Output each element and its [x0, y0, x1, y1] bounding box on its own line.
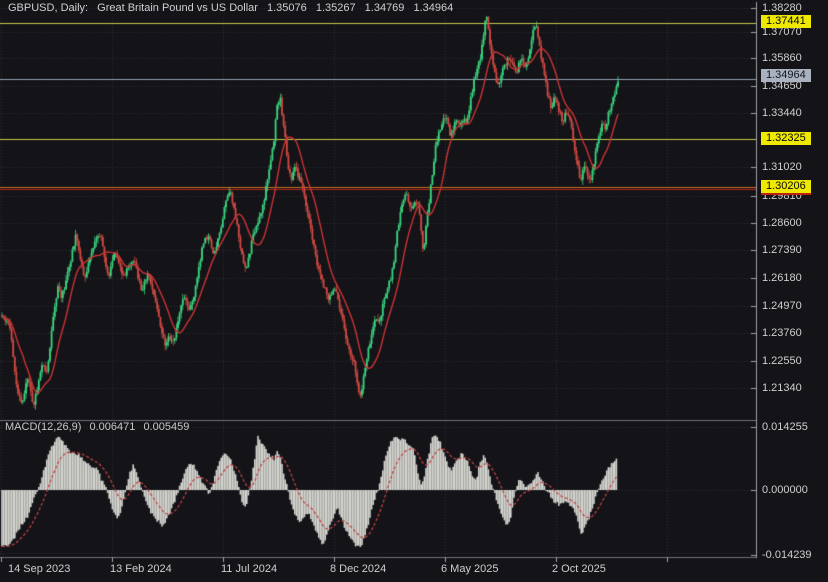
- macd-axis-label: -0.014239: [762, 549, 812, 561]
- price-axis-label: 1.27390: [762, 244, 802, 256]
- date-axis-label: 13 Feb 2024: [110, 563, 172, 575]
- price-axis-label: 1.35860: [762, 52, 802, 64]
- price-axis-label: 1.33440: [762, 107, 802, 119]
- price-panel[interactable]: [0, 17, 757, 420]
- date-axis-label: 11 Jul 2024: [221, 563, 278, 575]
- ohlc-high: 1.35267: [315, 2, 356, 14]
- level-price-label: 1.37441: [761, 15, 811, 28]
- price-axis-label: 1.21340: [762, 382, 802, 394]
- price-axis-label: 1.38280: [762, 2, 802, 14]
- ohlc-close: 1.34964: [413, 2, 454, 14]
- price-axis-label: 1.37070: [762, 26, 802, 38]
- level-price-label: 1.32325: [761, 132, 811, 145]
- ohlc-open: 1.35076: [267, 2, 307, 14]
- price-axis-label: 1.23760: [762, 327, 802, 339]
- time-axis[interactable]: 14 Sep 2023 13 Feb 2024 11 Jul 2024 8 Dec 2…: [0, 558, 828, 582]
- macd-name: MACD(12,26,9): [5, 421, 82, 433]
- symbol-description: Great Britain Pound vs US Dollar: [97, 2, 258, 14]
- date-axis-label: 6 May 2025: [441, 563, 499, 575]
- price-axis-label: 1.34650: [762, 80, 802, 92]
- price-axis-label: 1.22550: [762, 355, 802, 367]
- level-price-label: 1.30206: [761, 180, 811, 195]
- macd-panel[interactable]: [0, 421, 757, 557]
- macd-main-value: 0.006471: [89, 421, 136, 433]
- chart-plot-area[interactable]: [0, 0, 760, 563]
- price-axis-label: 1.28600: [762, 217, 802, 229]
- price-axis[interactable]: 1.38280 1.37070 1.35860 1.34650 1.33440 1.310…: [758, 0, 828, 561]
- date-axis-label: 2 Oct 2025: [552, 563, 606, 575]
- price-axis-label: 1.31020: [762, 161, 802, 173]
- price-axis-label: 1.26180: [762, 272, 802, 284]
- macd-signal-value: 0.005459: [143, 421, 190, 433]
- date-axis-label: 14 Sep 2023: [8, 563, 71, 575]
- macd-axis-label: 0.014255: [762, 421, 808, 433]
- current-price-label: 1.34964: [761, 69, 811, 82]
- macd-axis-label: 0.000000: [762, 484, 808, 496]
- date-axis-label: 8 Dec 2024: [330, 563, 387, 575]
- chart-header: GBPUSD, Daily: Great Britain Pound vs US…: [8, 2, 459, 14]
- price-axis-label: 1.24970: [762, 300, 802, 312]
- ohlc-low: 1.34769: [364, 2, 405, 14]
- macd-indicator-label[interactable]: MACD(12,26,9) 0.006471 0.005459: [5, 421, 194, 433]
- symbol-period-label: GBPUSD, Daily:: [8, 2, 89, 14]
